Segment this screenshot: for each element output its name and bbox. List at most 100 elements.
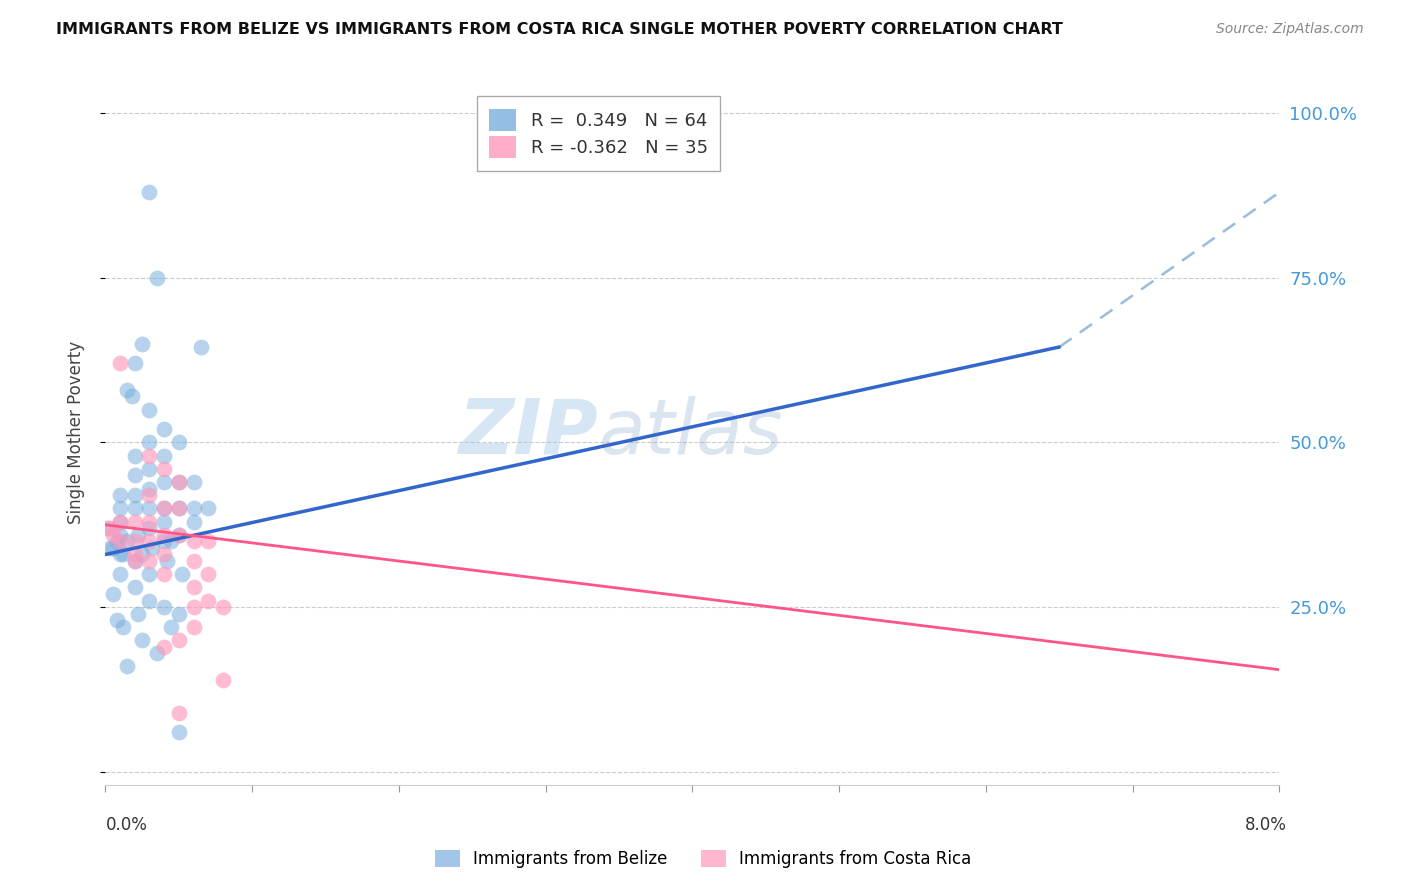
Point [117,534,139,549]
Point [138,449,160,463]
Text: 8.0%: 8.0% [1244,816,1286,834]
Point [124,356,146,370]
Point [124,548,146,562]
Point [124,515,146,529]
Point [167,706,190,720]
Point [167,633,190,648]
Point [153,475,176,489]
Point [138,186,160,200]
Point [153,515,176,529]
Point [108,515,131,529]
Point [98,541,121,555]
Point [183,501,205,516]
Point [153,501,176,516]
Point [167,527,190,541]
Point [197,567,219,582]
Legend: R =  0.349   N = 64, R = -0.362   N = 35: R = 0.349 N = 64, R = -0.362 N = 35 [477,96,720,171]
Point [141,541,163,555]
Point [138,567,160,582]
Point [131,336,153,351]
Text: atlas: atlas [599,396,783,469]
Point [124,581,146,595]
Point [197,593,219,607]
Point [183,600,205,615]
Point [211,673,233,687]
Point [153,527,176,541]
Y-axis label: Single Mother Poverty: Single Mother Poverty [66,341,84,524]
Point [167,501,190,516]
Point [167,501,190,516]
Point [211,600,233,615]
Point [108,501,131,516]
Point [112,548,135,562]
Text: IMMIGRANTS FROM BELIZE VS IMMIGRANTS FROM COSTA RICA SINGLE MOTHER POVERTY CORRE: IMMIGRANTS FROM BELIZE VS IMMIGRANTS FRO… [56,22,1063,37]
Point [105,534,128,549]
Point [183,620,205,634]
Point [138,515,160,529]
Point [112,620,135,634]
Point [153,449,176,463]
Point [183,534,205,549]
Point [124,468,146,483]
Point [170,567,193,582]
Point [108,567,131,582]
Point [153,534,176,549]
Point [167,607,190,621]
Point [190,340,212,354]
Point [153,548,176,562]
Point [197,534,219,549]
Point [167,527,190,541]
Point [124,554,146,568]
Point [197,501,219,516]
Point [153,640,176,654]
Legend: Immigrants from Belize, Immigrants from Costa Rica: Immigrants from Belize, Immigrants from … [427,843,979,875]
Point [101,587,124,601]
Point [153,462,176,476]
Point [101,527,124,541]
Point [138,488,160,502]
Point [183,581,205,595]
Point [160,620,183,634]
Point [138,554,160,568]
Point [183,515,205,529]
Point [108,534,131,549]
Point [138,435,160,450]
Point [153,600,176,615]
Point [101,541,124,555]
Point [96,521,118,535]
Point [153,422,176,436]
Point [153,567,176,582]
Point [156,554,179,568]
Point [131,633,153,648]
Point [124,554,146,568]
Point [160,534,183,549]
Point [98,521,121,535]
Point [127,527,149,541]
Point [124,449,146,463]
Point [138,482,160,496]
Point [117,383,139,397]
Text: ZIP: ZIP [458,396,599,469]
Point [108,356,131,370]
Point [138,534,160,549]
Point [127,607,149,621]
Point [167,475,190,489]
Point [121,389,143,403]
Point [138,402,160,417]
Point [183,475,205,489]
Text: 0.0%: 0.0% [105,816,148,834]
Point [108,527,131,541]
Point [138,593,160,607]
Point [138,462,160,476]
Point [167,475,190,489]
Point [108,488,131,502]
Point [146,270,169,285]
Point [146,646,169,660]
Point [117,659,139,673]
Point [108,548,131,562]
Point [153,501,176,516]
Point [167,725,190,739]
Point [183,554,205,568]
Point [131,548,153,562]
Point [124,501,146,516]
